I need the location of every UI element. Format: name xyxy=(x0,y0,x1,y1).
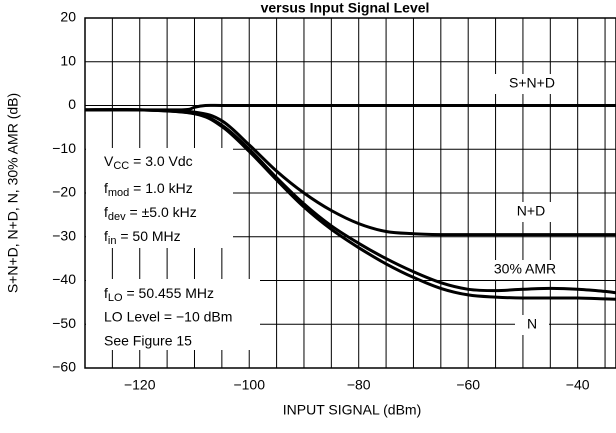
label-30-amr-bg xyxy=(483,260,567,280)
condition-line: VCC = 3.0 Vdc xyxy=(104,153,193,172)
condition-line: See Figure 15 xyxy=(104,333,192,349)
series-lines xyxy=(84,103,616,301)
y-tick-label: −60 xyxy=(52,359,76,375)
y-tick-label: 20 xyxy=(60,9,76,25)
y-axis-title: S+N+D, N+D, N, 30% AMR (dB) xyxy=(5,93,21,293)
label-snd: S+N+D xyxy=(509,75,555,91)
conditions-box-upper xyxy=(86,148,233,248)
x-tick-label: −60 xyxy=(456,377,480,393)
label-n-bg xyxy=(515,315,549,335)
label-snd-bg xyxy=(492,74,572,94)
condition-line: fmod = 1.0 kHz xyxy=(104,180,193,199)
y-tick-label: −50 xyxy=(52,315,76,331)
x-tick-label: −40 xyxy=(566,377,590,393)
label-nd-bg xyxy=(498,202,564,222)
label-nd: N+D xyxy=(517,203,545,219)
x-axis-title: INPUT SIGNAL (dBm) xyxy=(283,402,421,418)
y-tick-label: −10 xyxy=(52,140,76,156)
series-labels: S+N+D N+D 30% AMR N xyxy=(483,74,572,335)
y-tick-labels: 20 10 0 −10 −20 −30 −40 −50 −60 xyxy=(52,9,76,375)
x-tick-label: −120 xyxy=(124,377,156,393)
y-tick-label: −40 xyxy=(52,271,76,287)
y-tick-label: −20 xyxy=(52,184,76,200)
label-n: N xyxy=(527,316,537,332)
series-line-n xyxy=(84,108,616,301)
condition-line: fLO = 50.455 MHz xyxy=(104,285,214,304)
x-tick-label: −80 xyxy=(347,377,371,393)
x-tick-labels: −120 −100 −80 −60 −40 xyxy=(124,377,590,393)
plot-frame xyxy=(84,17,616,369)
y-tick-label: −30 xyxy=(52,227,76,243)
condition-line: LO Level = −10 dBm xyxy=(104,309,232,325)
chart-title: versus Input Signal Level xyxy=(261,0,430,15)
test-conditions: VCC = 3.0 Vdc fmod = 1.0 kHz fdev = ±5.0 k… xyxy=(86,148,260,350)
conditions-box-lower xyxy=(86,279,260,350)
label-30-amr: 30% AMR xyxy=(494,261,556,277)
y-tick-label: 10 xyxy=(60,52,76,68)
condition-line: fin = 50 MHz xyxy=(104,228,181,247)
y-tick-label: 0 xyxy=(68,96,76,112)
condition-line: fdev = ±5.0 kHz xyxy=(104,204,197,223)
x-tick-label: −100 xyxy=(233,377,265,393)
series-line-nd xyxy=(84,108,616,237)
